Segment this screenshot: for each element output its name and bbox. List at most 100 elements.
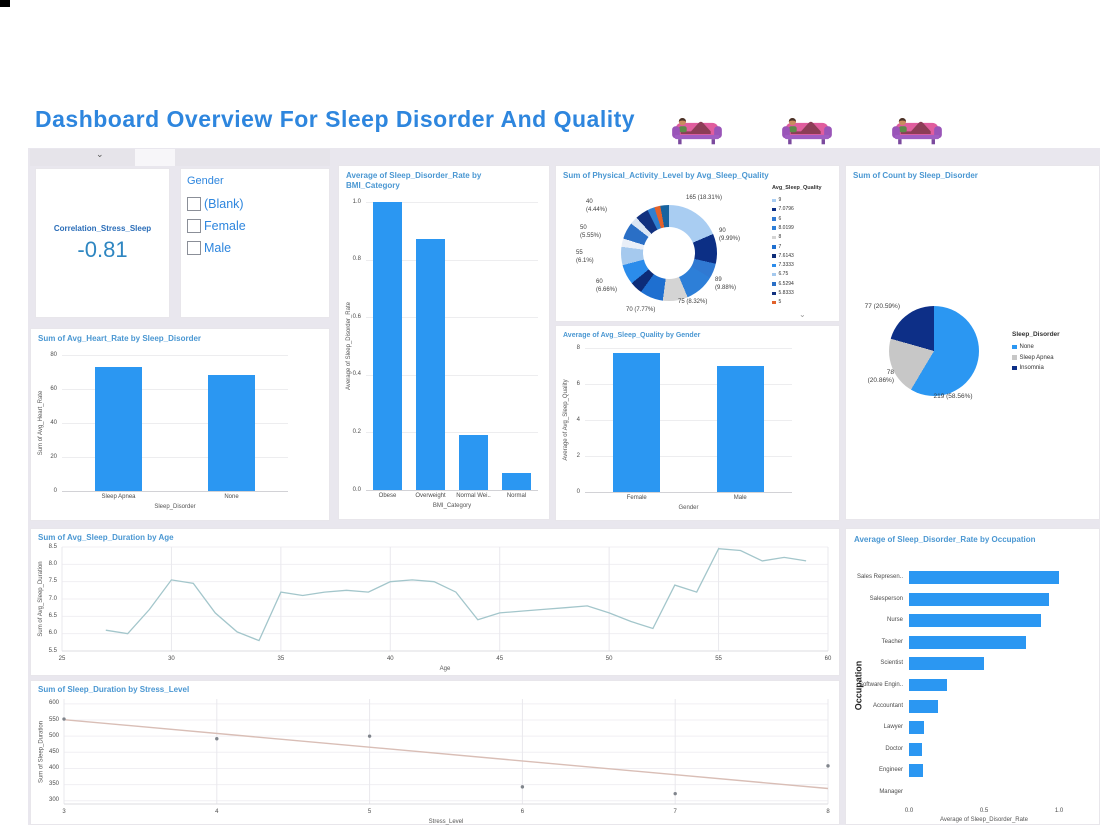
- y-tick: 5.5: [48, 647, 57, 654]
- legend-item-5-8333[interactable]: 5.8333: [778, 290, 794, 296]
- bar-engineer[interactable]: [909, 764, 923, 778]
- gender-checkbox-male[interactable]: [187, 240, 201, 255]
- bar-male[interactable]: [716, 366, 764, 492]
- y-tick: 0: [53, 487, 57, 494]
- legend-marker: [772, 217, 776, 221]
- legend-item-7[interactable]: 7: [778, 243, 782, 250]
- y-tick: 60: [50, 385, 57, 392]
- x-axis-line: [62, 491, 288, 492]
- legend-item-6-5294[interactable]: 6.5294: [778, 280, 794, 287]
- age-line-chart: 5.5 6.0 6.5 7.0 7.5 8.0 8.5 25 30 35 40 45 50 55 60 Age…: [34, 543, 836, 673]
- x-tick: None: [224, 494, 239, 500]
- x-axis-label: Average of Sleep_Disorder_Rate: [940, 817, 1028, 823]
- slice-label: 70 (7.77%): [626, 307, 656, 313]
- gender-checkbox-blank[interactable]: [187, 196, 201, 211]
- legend-item-6[interactable]: 6: [778, 215, 782, 222]
- pie-circle[interactable]: [889, 306, 979, 396]
- slice-label: 77 (20.59%): [864, 303, 900, 310]
- occupation-hbar-chart: 0.0 0.5 1.0 Sales Represen.. Salesperson Nurs…: [849, 565, 1099, 823]
- data-point[interactable]: [367, 734, 372, 738]
- donut-hole: [642, 226, 696, 280]
- legend-item-6-75[interactable]: 6.75: [778, 271, 789, 278]
- bar-nurse[interactable]: [909, 614, 1041, 628]
- category-label-doctor: Doctor: [885, 745, 903, 752]
- gender-option-male[interactable]: Male: [187, 239, 231, 255]
- x-tick: 3: [62, 809, 66, 815]
- category-label-sales-represen: Sales Represen..: [856, 574, 903, 581]
- y-tick: 450: [48, 748, 59, 755]
- bar-salesperson[interactable]: [909, 592, 1049, 606]
- legend-item-insomnia[interactable]: Insomnia: [1019, 365, 1044, 371]
- legend-item-8-0199[interactable]: 8.0199: [778, 224, 794, 231]
- y-tick: 6: [576, 380, 580, 387]
- legend-marker: [772, 254, 776, 258]
- header-couch-icons: [671, 110, 1011, 150]
- x-axis-label: Gender: [678, 505, 699, 511]
- chevron-down-icon[interactable]: ⌄: [96, 149, 104, 159]
- legend-marker: [772, 245, 776, 249]
- bar-none[interactable]: [207, 375, 256, 491]
- legend-item-8[interactable]: 8: [778, 234, 782, 241]
- gridline: [62, 423, 288, 424]
- gender-option-blank[interactable]: (Blank): [187, 195, 244, 211]
- trend-line: [63, 718, 829, 790]
- slice-label: 89 (9.88%): [715, 277, 737, 291]
- data-point[interactable]: [673, 791, 677, 796]
- category-label-accountant: Accountant: [872, 702, 903, 709]
- couch-person-icon: [782, 117, 832, 145]
- legend-item-7-6143[interactable]: 7.6143: [778, 252, 794, 259]
- sleep-duration-line: [105, 548, 807, 642]
- bar-sales-represen[interactable]: [909, 571, 1059, 585]
- x-tick: Female: [626, 495, 647, 501]
- legend-title: Sleep_Disorder: [1012, 331, 1060, 338]
- lying-person-body: [680, 121, 711, 134]
- quality-gender-bar-chart: 0 2 4 6 8 Female Male Gender Average of Avg_Slee…: [559, 342, 837, 518]
- x-tick: 0.0: [904, 808, 914, 814]
- bar-accountant[interactable]: [909, 700, 938, 713]
- data-point[interactable]: [826, 764, 830, 768]
- bar-obese[interactable]: [372, 202, 403, 490]
- y-tick: 0.8: [352, 256, 361, 263]
- bar-software-engin[interactable]: [909, 678, 947, 692]
- gridline: [585, 456, 792, 457]
- x-tick: 40: [386, 656, 394, 662]
- couch-leg: [711, 139, 715, 145]
- couch-leg: [788, 139, 792, 145]
- legend-marker: [1012, 365, 1017, 370]
- bar-overweight[interactable]: [415, 239, 446, 490]
- bar-doctor[interactable]: [909, 742, 922, 756]
- chevron-down-icon[interactable]: ⌄: [799, 310, 806, 319]
- bar-female[interactable]: [613, 353, 661, 492]
- bar-normal[interactable]: [501, 472, 532, 490]
- bar-sleep-apnea[interactable]: [94, 366, 143, 491]
- data-point[interactable]: [215, 737, 219, 741]
- gender-checkbox-female[interactable]: [187, 218, 201, 233]
- legend-item-5[interactable]: 5: [778, 299, 782, 306]
- bar-normal-wei[interactable]: [458, 435, 489, 490]
- card-bmi-chart: Average of Sleep_Disorder_Rate by BMI_Ca…: [338, 165, 550, 520]
- card-gender-slicer: Gender (Blank) Female Male: [180, 168, 330, 318]
- legend-item-none[interactable]: None: [1019, 344, 1034, 350]
- card-quality-gender: Average of Avg_Sleep_Quality by Gender 0…: [555, 325, 840, 521]
- bar-scientist[interactable]: [909, 657, 984, 670]
- category-label-scientist: Scientist: [880, 660, 903, 667]
- legend-item-9[interactable]: 9: [778, 197, 782, 203]
- y-tick: 0.0: [352, 486, 361, 493]
- bar-lawyer[interactable]: [909, 721, 924, 735]
- y-tick: 40: [50, 419, 57, 426]
- y-tick: 300: [48, 797, 59, 804]
- x-axis-line: [366, 490, 538, 491]
- slice-label: 50 (5.55%): [580, 225, 602, 239]
- bar-teacher[interactable]: [909, 635, 1026, 649]
- gender-option-female[interactable]: Female: [187, 217, 246, 233]
- y-tick: 7.0: [48, 595, 57, 602]
- x-tick: Normal: [506, 493, 527, 499]
- legend-item-sleep-apnea[interactable]: Sleep Apnea: [1019, 354, 1054, 361]
- data-point[interactable]: [62, 717, 66, 721]
- legend-item-7-3333[interactable]: 7.3333: [778, 262, 794, 269]
- data-point[interactable]: [520, 785, 525, 789]
- person-shirt: [679, 126, 687, 133]
- legend-item-7-0796[interactable]: 7.0796: [778, 206, 794, 213]
- x-tick: 50: [605, 656, 613, 662]
